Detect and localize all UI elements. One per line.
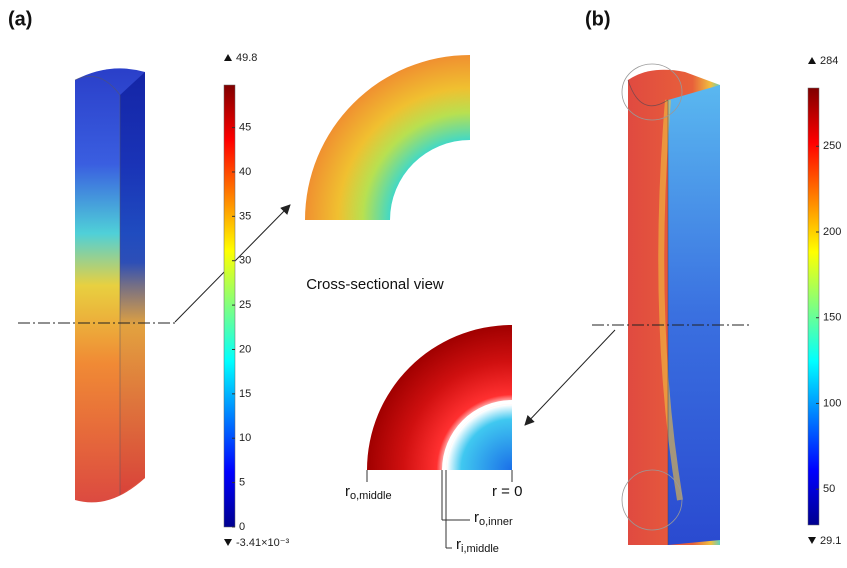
colorbar-tick-label: 10 xyxy=(239,432,251,444)
colorbar-gradient xyxy=(808,88,819,525)
colorbar-tick-label: 100 xyxy=(823,397,841,409)
colorbar-tick-label: 200 xyxy=(823,226,841,238)
radius-label: ri,middle xyxy=(456,536,499,555)
arrow xyxy=(525,330,615,425)
colorbar-max: 49.8 xyxy=(236,52,257,64)
colorbar-tick-label: 20 xyxy=(239,343,251,355)
colorbar-tick-label: 15 xyxy=(239,388,251,400)
cylinder-b xyxy=(622,64,720,545)
radius-leaders xyxy=(367,470,512,548)
colorbar-tick-label: 45 xyxy=(239,122,251,134)
radius-label: r = 0 xyxy=(492,483,522,500)
figure: (a) (b) Cross-sectional view ro,middle r… xyxy=(0,0,847,568)
min-marker xyxy=(808,537,816,544)
radius-label: ro,inner xyxy=(474,509,513,528)
colorbar-tick-label: 30 xyxy=(239,255,251,267)
colorbar-tick-label: 5 xyxy=(239,477,245,489)
panel-label: (a) xyxy=(8,8,32,30)
colorbar-max: 284 xyxy=(820,55,838,67)
colorbar-b: 284 29.1 250 200 150 100 50 xyxy=(808,55,841,547)
cross-section-a xyxy=(305,55,470,220)
cylinder-a xyxy=(75,68,145,502)
max-marker xyxy=(224,54,232,61)
colorbar-a: 49.8 -3.41×10⁻³ 45 40 35 30 25 20 15 10 5 0 xyxy=(224,52,290,549)
radius-label: ro,middle xyxy=(345,483,392,502)
colorbar-tick-label: 150 xyxy=(823,312,841,324)
colorbar-tick-label: 25 xyxy=(239,299,251,311)
colorbar-tick-label: 40 xyxy=(239,166,251,178)
section-title: Cross-sectional view xyxy=(306,276,444,293)
colorbar-tick-label: 0 xyxy=(239,521,245,533)
colorbar-tick-label: 50 xyxy=(823,483,835,495)
min-marker xyxy=(224,539,232,546)
colorbar-tick-label: 250 xyxy=(823,140,841,152)
colorbar-min: -3.41×10⁻³ xyxy=(236,537,290,549)
panel-label: (b) xyxy=(585,8,611,30)
max-marker xyxy=(808,57,816,64)
colorbar-tick-label: 35 xyxy=(239,210,251,222)
colorbar-min: 29.1 xyxy=(820,535,841,547)
colorbar-gradient xyxy=(224,85,235,527)
